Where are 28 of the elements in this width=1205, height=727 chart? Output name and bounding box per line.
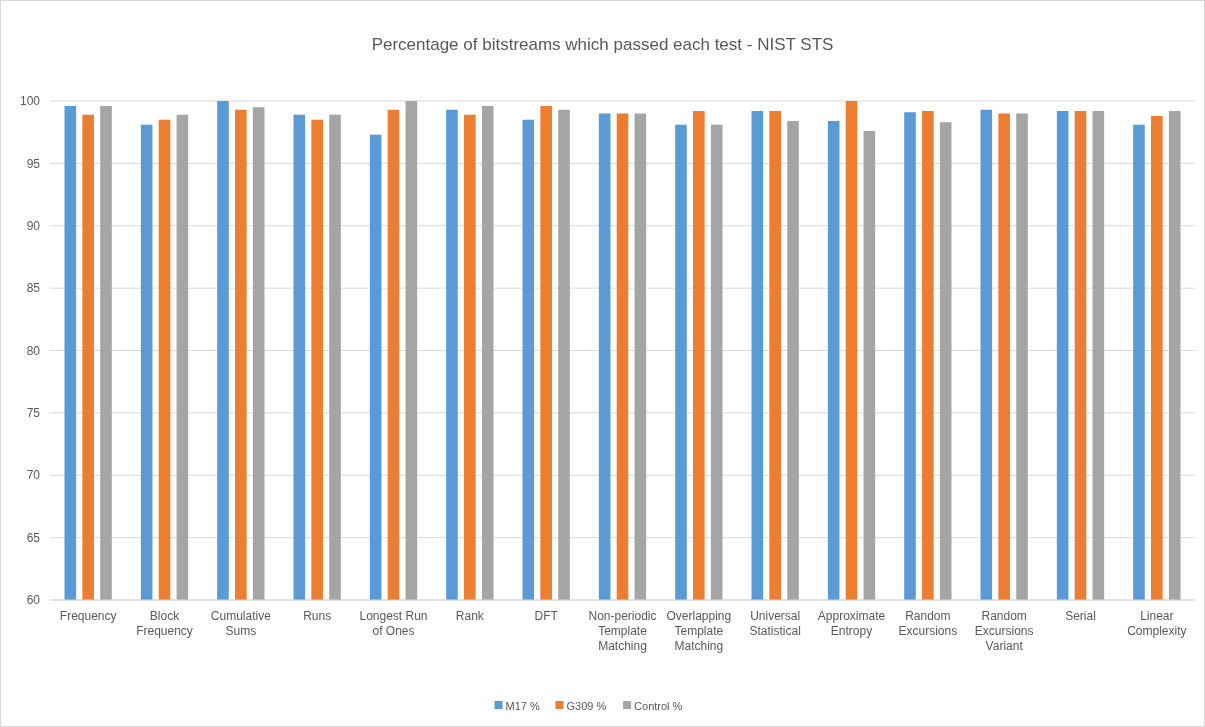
y-tick-label: 70 [26,468,41,483]
x-tick-label: Serial [1065,609,1096,623]
x-tick-label: Frequency [59,609,117,623]
legend-label: M17 % [505,700,540,712]
x-tick-label: Universal Statistical [749,609,801,638]
y-tick-label: 75 [26,406,41,421]
legend-label: G309 % [566,700,607,712]
x-tick-label: Runs [303,609,332,623]
y-tick-label: 80 [26,343,41,358]
x-tick-label: Non-periodic Template Matching [588,609,657,653]
x-tick-label: Random Excursions Variant [974,609,1034,653]
y-tick-label: 95 [26,156,41,171]
x-tick-label: Linear Complexity [1127,609,1187,638]
x-tick-label: Rank [455,609,485,623]
y-tick-label: 90 [26,218,41,233]
legend-label: Control % [634,700,683,712]
y-tick-label: 60 [26,593,41,608]
chart-title: Percentage of bitstreams which passed each test - NIST STS [371,35,834,54]
y-tick-label: 65 [26,530,41,545]
y-tick-label: 100 [19,94,41,109]
x-tick-label: Approximate Entropy [817,609,886,638]
x-tick-label: DFT [534,609,559,623]
x-tick-label: Block Frequency [136,609,193,638]
x-tick-label: Longest Run of Ones [359,609,428,638]
y-tick-label: 85 [26,281,41,296]
x-tick-label: Overlapping Template Matching [666,609,732,653]
x-tick-label: Cumulative Sums [210,609,272,638]
x-tick-label: Random Excursions [898,609,958,638]
